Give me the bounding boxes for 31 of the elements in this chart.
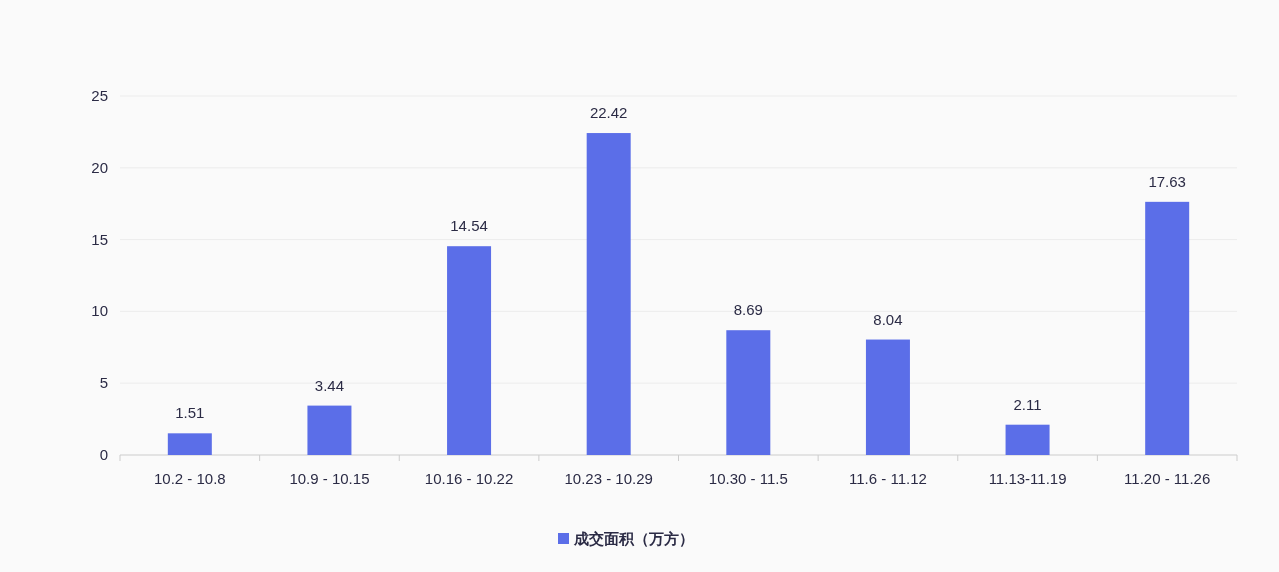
data-label: 8.69: [733, 301, 763, 319]
bar: [726, 330, 771, 455]
x-tick-label: 11.13-11.19: [988, 470, 1067, 487]
x-tick-label: 10.23 - 10.29: [564, 470, 653, 487]
legend-label: 成交面积（万方）: [573, 530, 694, 547]
y-tick-label: 5: [99, 374, 108, 392]
data-label: 14.54: [450, 217, 488, 235]
bar: [865, 339, 910, 455]
y-tick-label: 25: [91, 87, 108, 104]
y-tick-label: 10: [91, 302, 108, 320]
x-tick-label: 10.16 - 10.22: [424, 470, 514, 487]
x-tick-label: 11.20 - 11.26: [1124, 470, 1211, 487]
data-label: 2.11: [1013, 395, 1042, 413]
x-tick-label: 10.9 - 10.15: [289, 470, 370, 487]
y-tick-label: 20: [91, 158, 108, 176]
y-tick-label: 0: [99, 446, 108, 463]
y-tick-label: 15: [91, 230, 108, 248]
data-label: 17.63: [1148, 172, 1186, 190]
bar: [1005, 424, 1050, 455]
data-label: 22.42: [589, 104, 628, 122]
bar: [307, 405, 352, 455]
bar: [167, 433, 212, 455]
data-label: 3.44: [314, 376, 345, 394]
x-tick-label: 10.30 - 11.5: [708, 470, 788, 487]
data-label: 1.51: [175, 404, 205, 422]
data-label: 8.04: [873, 310, 903, 328]
x-tick-label: 11.6 - 11.12: [849, 470, 927, 487]
x-tick-label: 10.2 - 10.8: [153, 470, 226, 487]
bar: [586, 133, 631, 455]
bar: [1145, 201, 1190, 455]
bar: [447, 246, 492, 455]
